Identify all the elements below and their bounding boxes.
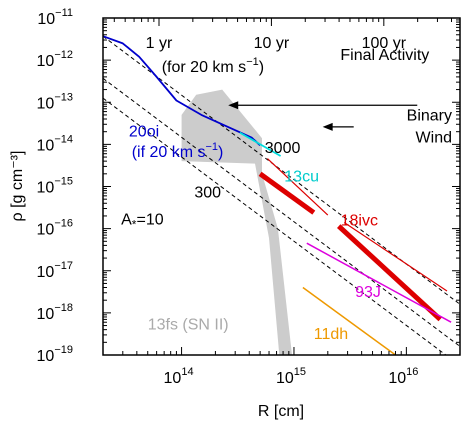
wind-label-3000: 3000 [265,140,301,157]
labels-layer: 1014 1015 1016 10−11 10−12 10−13 10−14 10−15 10−… [37,7,419,387]
series-label-if-20-km-s: (if 20 km s−1) [132,141,224,161]
series-line-13cu [239,131,282,157]
wind-label-a-10: A*=10 [121,212,164,232]
series-line-18ivc-thin-2 [343,222,448,292]
top-time-label: 10 yr [254,35,290,52]
y-tick-label: 10−15 [37,176,73,197]
final-activity-arrow-head [228,101,239,110]
annotations-layer: Final Activity Binary Wind [228,47,452,146]
top-time-label: 100 yr [362,35,407,52]
binary-wind-arrow-head [322,122,333,131]
shaded-region-layer [181,89,292,355]
final-activity-label: Final Activity [340,47,429,64]
x-axis-label: R [cm] [258,403,304,420]
series-label-93j: 93J [355,284,381,301]
x-tick-label: 1015 [276,366,306,387]
y-tick-label: 10−17 [37,260,73,281]
axis-titles-layer: R [cm] ρ [g cm⁻³] [9,151,304,420]
wind-label-300: 300 [194,184,221,201]
series-label-20oi: 20oi [129,123,159,140]
series-label-11dh: 11dh [314,326,348,343]
series-line-93j [306,242,452,323]
x-tick-label: 1016 [388,366,418,387]
wind-line-a-10 [103,97,447,355]
y-tick-label: 10−18 [37,302,73,323]
top-time-note: (for 20 km s−1) [162,56,264,76]
top-time-label: 1 yr [146,35,173,52]
y-tick-label: 10−16 [37,218,73,239]
wind-line-300 [103,77,460,347]
y-axis-label: ρ [g cm⁻³] [9,151,26,222]
series-line-18ivc-thin [266,158,329,216]
ticks-layer [102,17,461,356]
series-line-11dh [302,286,396,355]
y-tick-label: 10−14 [37,133,73,154]
series-label-13cu: 13cu [284,169,319,186]
series-layer [103,35,452,355]
series-label-13fs-sn-ii: 13fs (SN II) [148,317,229,334]
series-line-18ivc [258,171,316,215]
binary-wind-label-line: Binary [407,107,452,124]
y-tick-label: 10−12 [37,49,73,70]
y-tick-label: 10−13 [37,91,73,112]
y-tick-label: 10−19 [37,344,73,365]
x-tick-label: 1014 [164,366,194,387]
y-tick-label: 10−11 [37,7,73,28]
series-line-18ivc-thick-2 [337,224,442,322]
binary-wind-label-line: Wind [416,129,452,146]
series-label-18ivc: 18ivc [341,212,378,229]
shaded-region-13fs [181,89,292,355]
